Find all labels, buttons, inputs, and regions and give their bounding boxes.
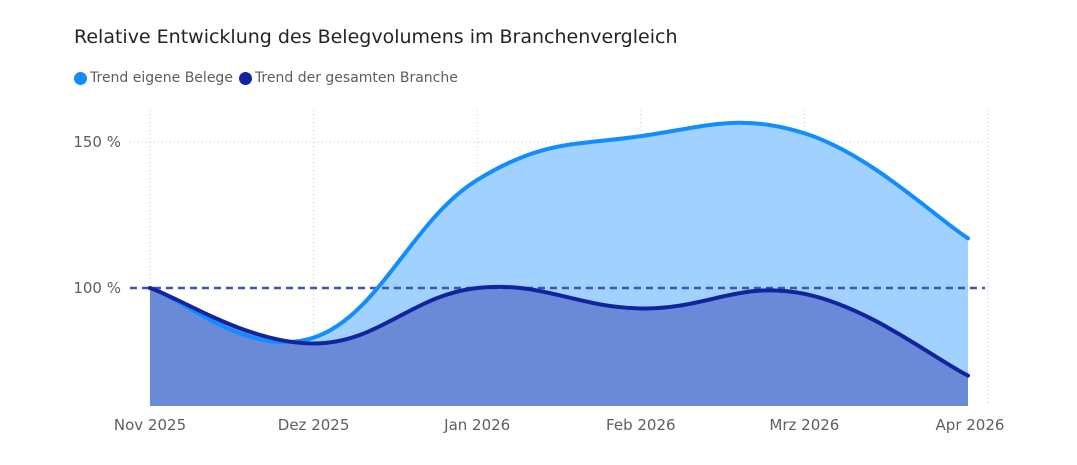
y-tick-label: 150 % [73, 133, 121, 151]
legend-dot-industry [238, 71, 252, 85]
area-industry [150, 286, 968, 406]
legend-label-industry: Trend der gesamten Branche [254, 70, 458, 86]
x-tick-label: Feb 2026 [606, 416, 676, 434]
legend-label-own: Trend eigene Belege [90, 70, 233, 86]
legend-dot-own [74, 71, 87, 85]
series-line-industry [148, 284, 970, 378]
x-tick-label: Apr 2026 [936, 416, 1005, 434]
x-tick-label: Dez 2025 [278, 416, 350, 434]
x-tick-label: Mrz 2026 [769, 416, 839, 434]
y-tick-label: 100 % [73, 279, 121, 297]
chart-title: Relative Entwicklung des Belegvolumens i… [74, 26, 678, 48]
x-tick-label: Nov 2025 [114, 416, 186, 434]
x-tick-label: Jan 2026 [443, 416, 510, 434]
legend-item-own[interactable]: Trend eigene Belege [74, 70, 233, 86]
legend-item-industry[interactable]: Trend der gesamten Branche [238, 70, 458, 86]
legend: Trend eigene Belege Trend der gesamten B… [74, 70, 464, 86]
